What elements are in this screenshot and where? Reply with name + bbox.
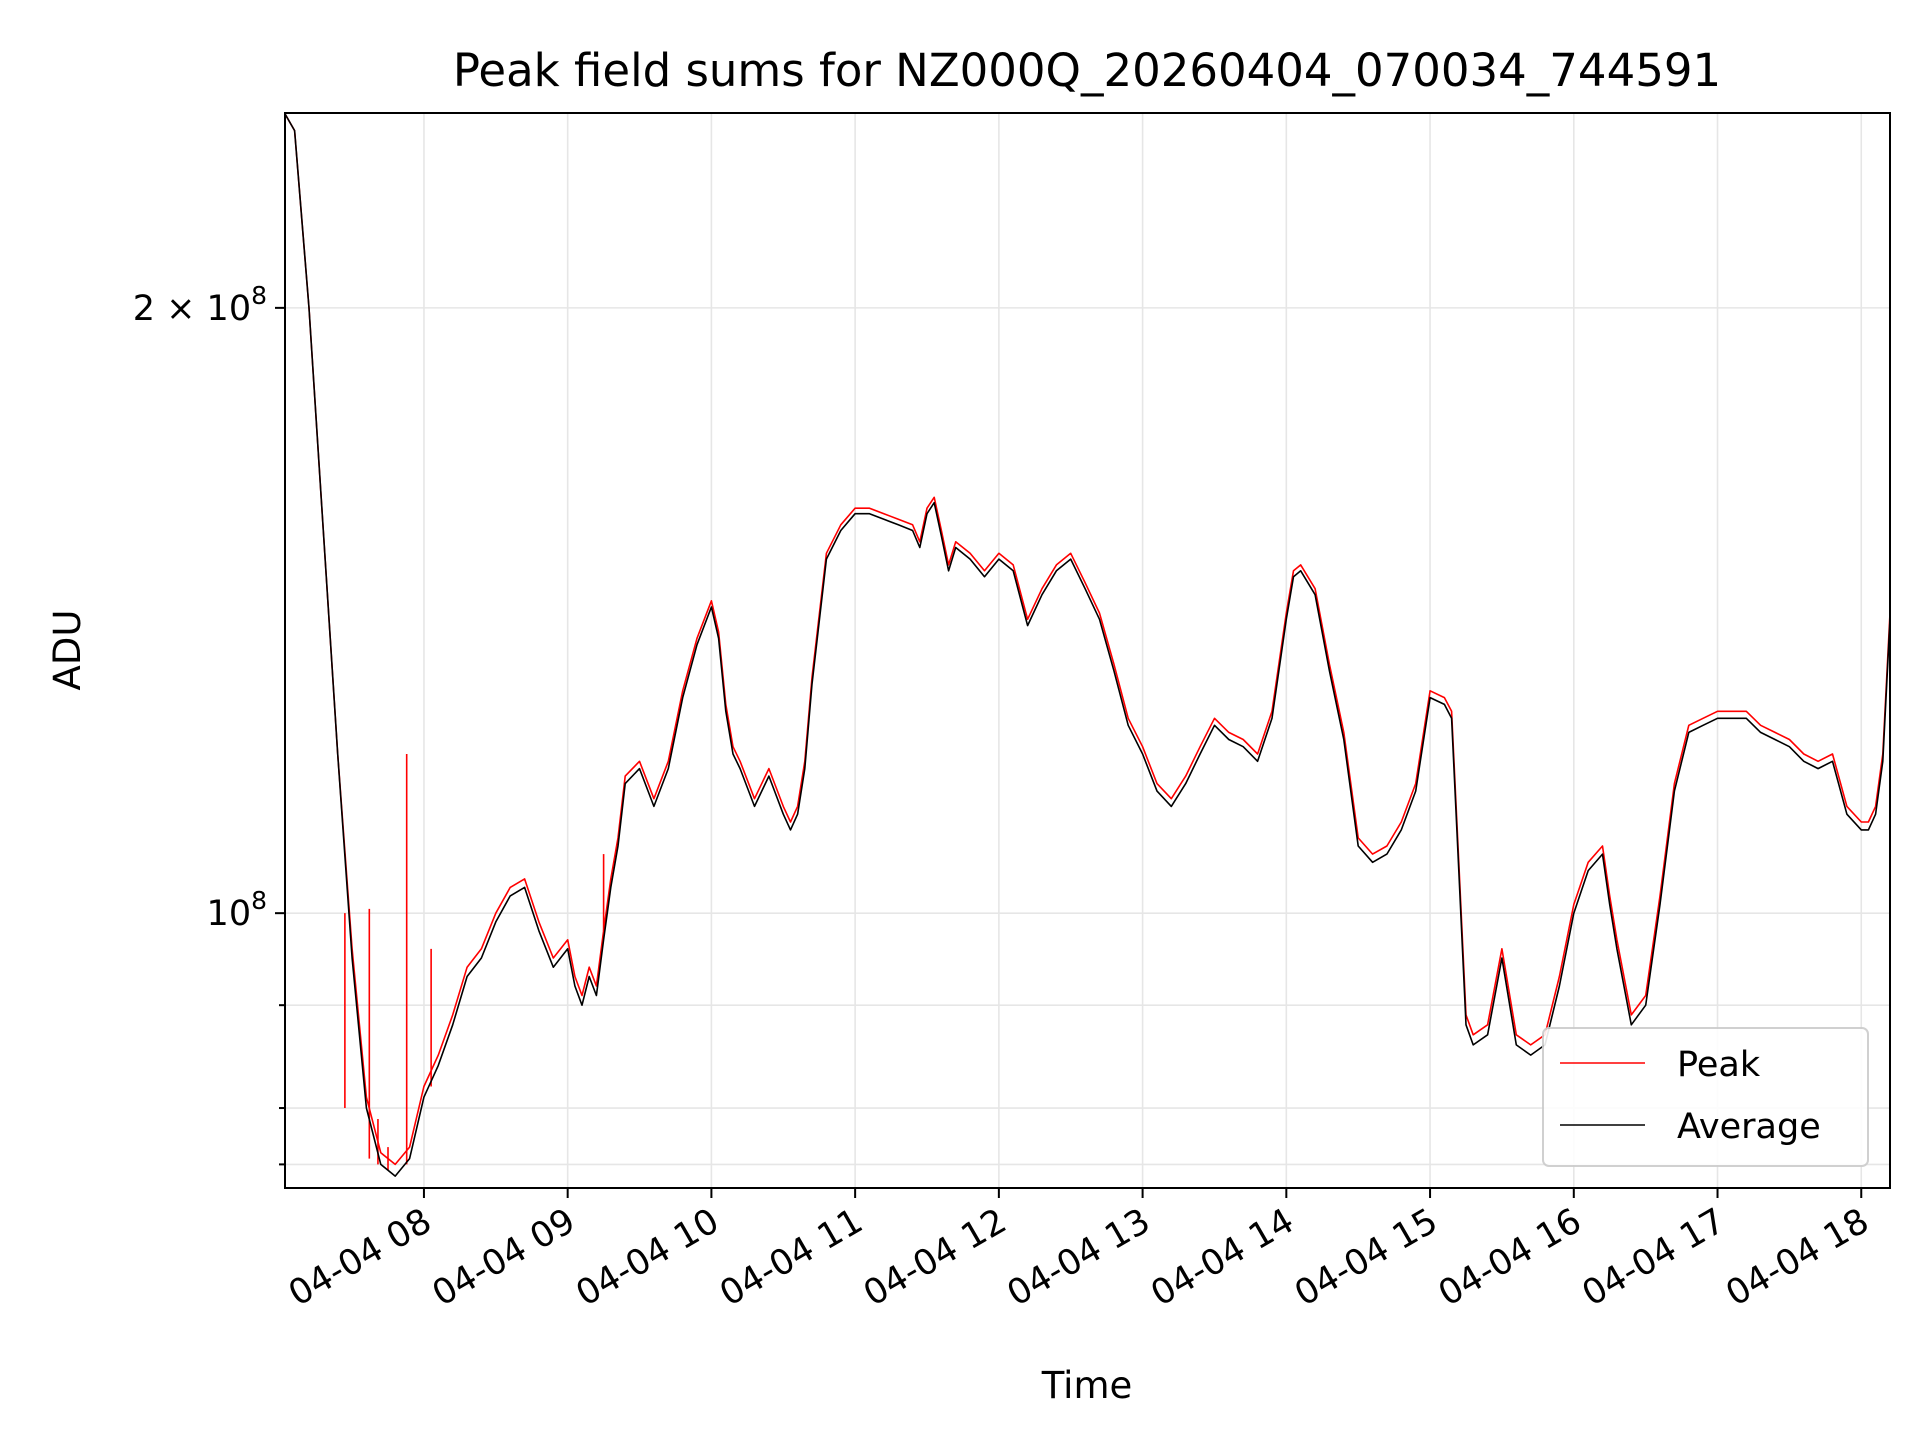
y-tick-label: 108: [207, 886, 267, 934]
plot-frame: [284, 112, 1891, 1189]
series-layer: [285, 113, 1890, 1177]
x-tick-label: 04-04 12: [857, 1201, 1013, 1314]
legend-peak-label: Peak: [1677, 1045, 1761, 1085]
x-tick-label: 04-04 11: [713, 1201, 869, 1314]
y-tick-label: 2 × 108: [133, 281, 267, 329]
x-tick-label: 04-04 17: [1576, 1201, 1732, 1314]
legend: Peak Average: [1542, 1027, 1869, 1167]
y-axis-label: ADU: [46, 610, 89, 691]
x-tick-label: 04-04 14: [1145, 1201, 1301, 1314]
grid: [285, 113, 1890, 1188]
x-tick-label: 04-04 09: [426, 1201, 582, 1314]
x-tick-label: 04-04 08: [282, 1201, 438, 1314]
x-axis-label: Time: [1041, 1364, 1133, 1407]
x-tick-label: 04-04 15: [1288, 1201, 1444, 1314]
chart-title: Peak field sums for NZ000Q_20260404_0700…: [453, 44, 1721, 97]
legend-average-label: Average: [1677, 1107, 1821, 1147]
x-tick-label: 04-04 16: [1432, 1201, 1588, 1314]
series-line-peak: [285, 113, 1890, 1166]
series-line-average: [285, 113, 1890, 1177]
x-tick-label: 04-04 18: [1719, 1201, 1875, 1314]
x-tick-label: 04-04 13: [1001, 1201, 1157, 1314]
y-axis-ticks: 2 × 108 108: [133, 281, 285, 1166]
x-tick-label: 04-04 10: [570, 1201, 726, 1314]
